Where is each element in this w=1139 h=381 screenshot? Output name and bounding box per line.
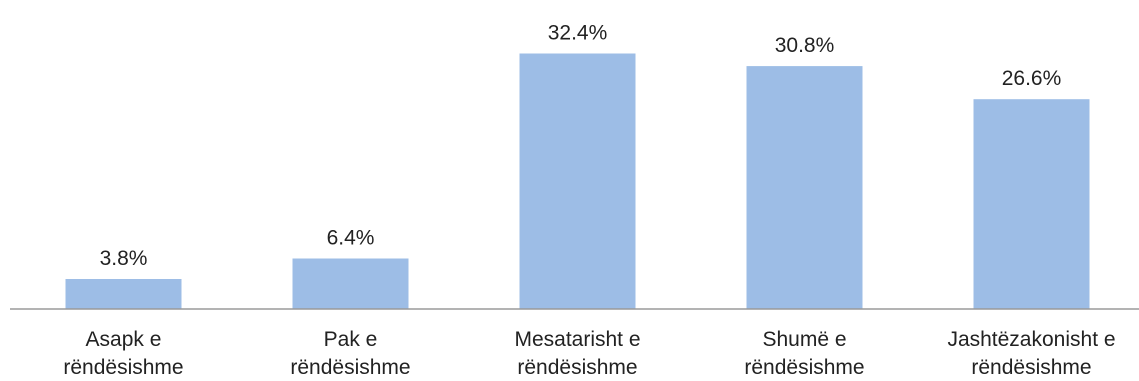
category-label-1-line-0: Pak e (324, 328, 378, 351)
data-label-1: 6.4% (327, 227, 375, 250)
category-labels-group: Asapk e rëndësishme Pak e rëndësishme Mesata… (63, 328, 1115, 379)
category-label-0-line-1: rëndësishme (63, 356, 183, 379)
category-label-3-line-1: rëndësishme (744, 356, 864, 379)
data-label-2: 32.4% (548, 22, 608, 45)
bars-group (65, 53, 1090, 309)
data-label-0: 3.8% (100, 247, 148, 270)
category-label-2-line-1: rëndësishme (517, 356, 637, 379)
bar-4 (973, 99, 1090, 309)
data-label-3: 30.8% (775, 34, 835, 57)
category-label-1-line-1: rëndësishme (290, 356, 410, 379)
data-labels-group: 3.8% 6.4% 32.4% 30.8% 26.6% (100, 22, 1062, 271)
bar-2 (519, 53, 636, 309)
category-label-0-line-0: Asapk e (86, 328, 162, 351)
category-label-4-line-0: Jashtëzakonisht e (947, 328, 1115, 351)
category-label-4-line-1: rëndësishme (971, 356, 1091, 379)
category-label-3-line-0: Shumë e (762, 328, 846, 351)
bar-1 (292, 258, 409, 309)
bar-0 (65, 279, 182, 309)
category-label-2-line-0: Mesatarisht e (514, 328, 640, 351)
bar-3 (746, 66, 863, 309)
data-label-4: 26.6% (1002, 67, 1062, 90)
